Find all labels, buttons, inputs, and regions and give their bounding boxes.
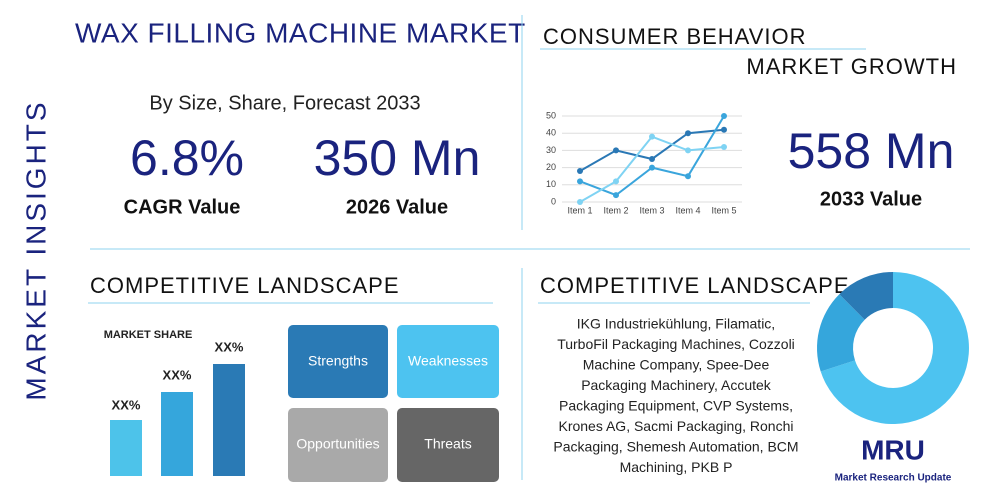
- company-line: IKG Industriekühlung, Filamatic,: [577, 316, 775, 332]
- stat-label: 2026 Value: [346, 196, 448, 218]
- donut-segment: [839, 272, 893, 320]
- swot-label: Strengths: [308, 353, 368, 369]
- point: [613, 147, 619, 154]
- bar-label: XX%: [215, 339, 244, 354]
- point: [649, 133, 655, 140]
- x-tick-label: Item 3: [639, 205, 664, 215]
- company-line: Packaging Equipment, CVP Systems,: [559, 398, 793, 414]
- y-tick-label: 10: [546, 179, 556, 189]
- swot-box: [397, 325, 499, 398]
- logo: MRU: [861, 434, 925, 465]
- point: [721, 126, 727, 133]
- company-line: Machining, PKB P: [620, 459, 733, 475]
- line-chart: 0 10 20 30 40 50 Item 1 Item 2 Item 3 Item 4 Item …: [546, 110, 742, 215]
- point: [577, 199, 583, 205]
- point: [577, 168, 583, 175]
- x-tick-label: Item 4: [675, 205, 700, 215]
- point: [613, 178, 619, 185]
- swot-box: [397, 408, 499, 482]
- swot-label: Opportunities: [296, 436, 379, 452]
- swot-label: Weaknesses: [408, 353, 488, 369]
- swot-box: [288, 325, 388, 398]
- subtitle: By Size, Share, Forecast 2033: [149, 92, 420, 114]
- stat-value: 6.8%: [130, 130, 244, 186]
- point: [649, 156, 655, 162]
- x-tick-label: Item 2: [603, 205, 628, 215]
- title: WAX FILLING MACHINE MARKET: [75, 17, 526, 48]
- logo-caption: Market Research Update: [835, 473, 952, 484]
- stat-value: 350 Mn: [314, 130, 481, 186]
- company-line: TurboFil Packaging Machines, Cozzoli: [557, 336, 795, 352]
- donut-segment: [817, 294, 865, 372]
- bar: [110, 420, 142, 476]
- y-tick-label: 0: [551, 196, 556, 206]
- donut: [817, 272, 969, 424]
- point: [685, 173, 691, 180]
- point: [685, 130, 691, 137]
- x-tick-label: Item 1: [567, 205, 592, 215]
- section-title: COMPETITIVE LANDSCAPE: [540, 273, 850, 298]
- stat-label: CAGR Value: [124, 196, 241, 218]
- point: [577, 178, 583, 185]
- donut-segment: [820, 272, 969, 424]
- company-line: Packaging Machinery, Accutek: [581, 377, 772, 393]
- swot-box: [288, 408, 388, 482]
- point: [685, 147, 691, 154]
- swot-label: Threats: [424, 436, 471, 452]
- section-title: CONSUMER BEHAVIOR: [543, 24, 807, 49]
- bar: [213, 364, 245, 476]
- company-list: IKG Industriekühlung, Filamatic, TurboFil…: [553, 316, 798, 476]
- bar-label: XX%: [163, 367, 192, 382]
- bar-title: MARKET SHARE: [104, 329, 193, 341]
- section-title: COMPETITIVE LANDSCAPE: [90, 273, 400, 298]
- bar: [161, 392, 193, 476]
- side-label: MARKET INSIGHTS: [20, 99, 51, 400]
- section-subtitle: MARKET GROWTH: [746, 54, 957, 79]
- point: [613, 192, 619, 199]
- point: [649, 164, 655, 171]
- point: [721, 143, 727, 150]
- stat-value: 558 Mn: [788, 123, 955, 179]
- company-line: Machine Company, Spee-Dee: [583, 357, 770, 373]
- y-tick-label: 50: [546, 110, 556, 120]
- y-tick-label: 30: [546, 145, 556, 155]
- stat-label: 2033 Value: [820, 188, 922, 210]
- company-line: Packaging, Shemesh Automation, BCM: [553, 439, 798, 455]
- x-tick-label: Item 5: [711, 205, 736, 215]
- y-tick-label: 40: [546, 128, 556, 138]
- company-line: Krones AG, Sacmi Packaging, Ronchi: [558, 418, 793, 434]
- bar-label: XX%: [112, 397, 141, 412]
- point: [721, 113, 727, 119]
- y-tick-label: 20: [546, 162, 556, 172]
